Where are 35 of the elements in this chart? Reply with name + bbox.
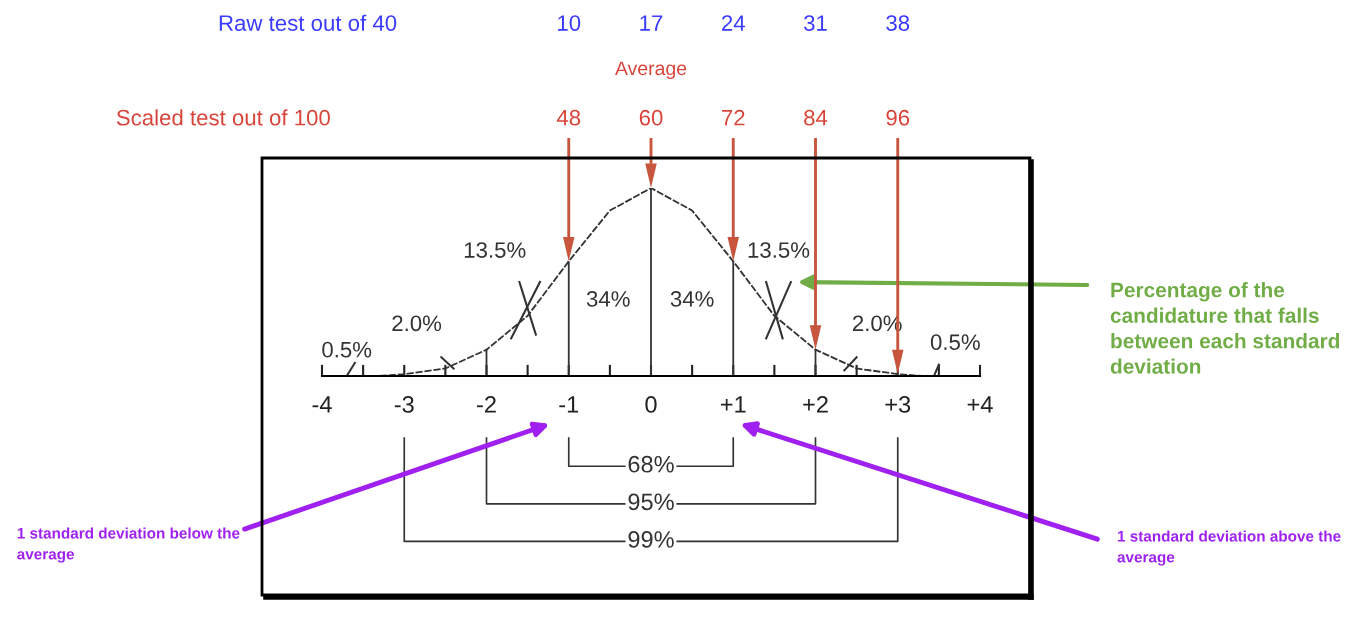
x-tick-label: +4 — [967, 396, 993, 413]
x-tick-label: +1 — [720, 396, 746, 413]
text: 1 standard deviation below the average — [17, 527, 240, 563]
annotation: 0.5% — [322, 341, 372, 358]
x2-tick-label: 84 — [804, 109, 828, 126]
x-tick-label: -4 — [312, 396, 332, 413]
text: Raw test out of 40 — [219, 14, 397, 31]
x-tick-label: +2 — [803, 396, 828, 413]
annotation: 0.5% — [930, 334, 980, 351]
x-tick-label: -1 — [559, 396, 579, 413]
x2-tick-label: 60 — [639, 109, 663, 126]
x2-axis-title: Scaled test out of 100 — [116, 109, 330, 126]
text: 17 — [640, 15, 663, 31]
text: Percentage of the candidature that falls between each standard deviation — [1110, 282, 1340, 374]
x2-tick-label: 96 — [886, 109, 910, 126]
text: 1 standard deviation above the average — [1117, 530, 1341, 566]
text: 24 — [722, 15, 745, 31]
annotation: 34% — [586, 291, 630, 307]
annotation: 13.5% — [464, 242, 526, 258]
text: Average — [615, 61, 687, 80]
x-tick-label: -2 — [477, 396, 496, 413]
x-tick-label: +3 — [885, 396, 911, 413]
annotation: 2.0% — [392, 315, 442, 332]
text: 38 — [886, 15, 910, 31]
text: 10 — [558, 15, 581, 31]
x2-tick-label: 72 — [722, 109, 745, 126]
text: 68% — [628, 455, 674, 473]
annotation: 13.5% — [748, 242, 810, 258]
text: 31 — [803, 15, 827, 31]
x-tick-label: -3 — [394, 396, 414, 413]
annotation: 34% — [670, 291, 714, 307]
text: 95% — [628, 493, 674, 511]
x-tick-label: 0 — [645, 396, 657, 413]
x2-tick-label: 48 — [556, 109, 581, 126]
text: 99% — [628, 531, 674, 548]
